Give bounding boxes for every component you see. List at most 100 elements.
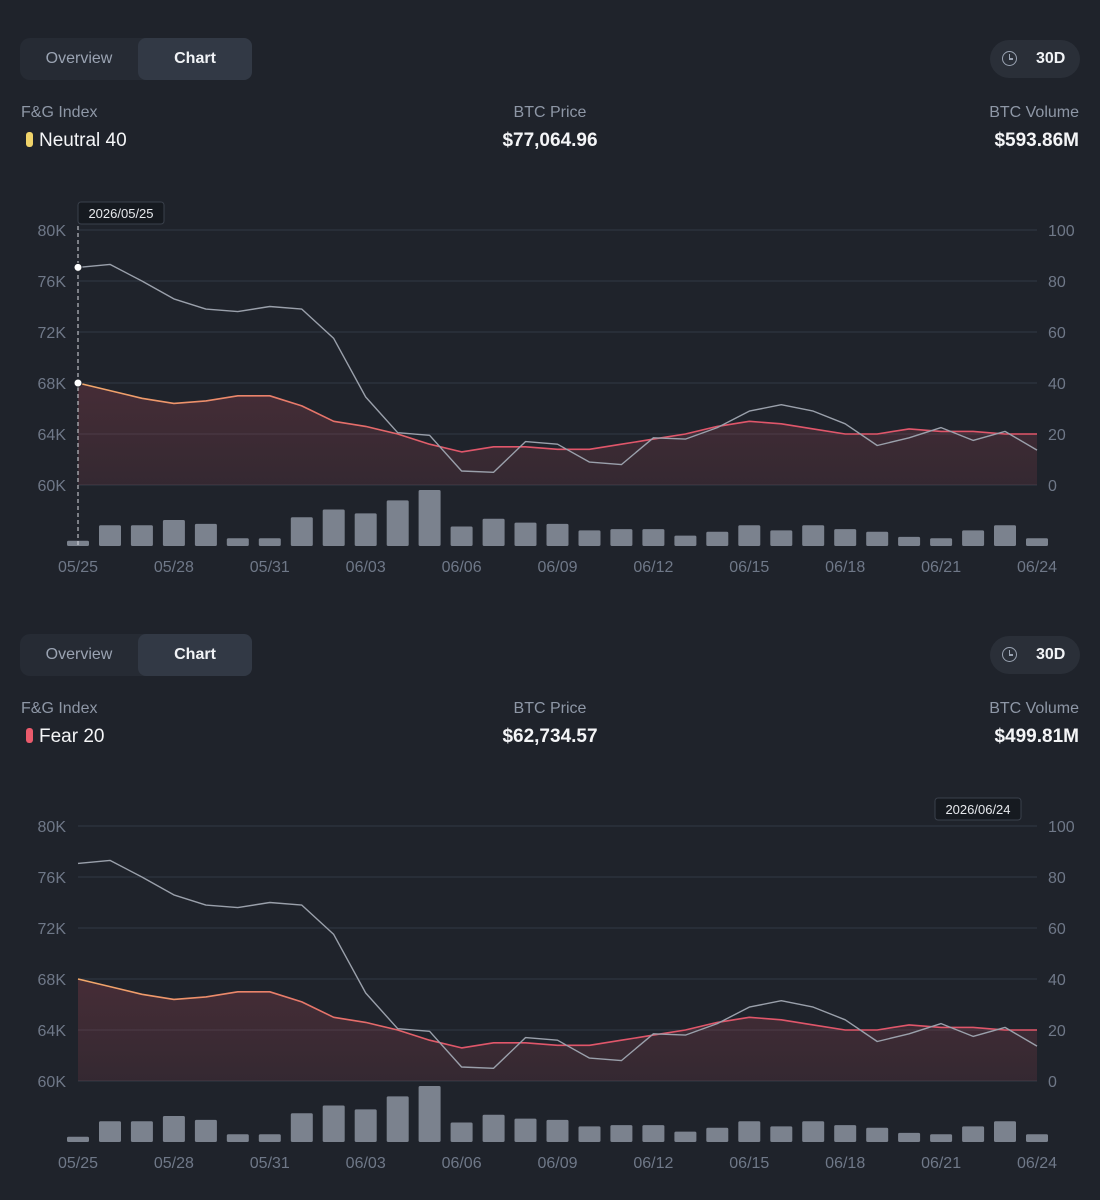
btc-price-line <box>77 263 1038 473</box>
volume-bar <box>674 535 697 546</box>
fg-index-label: F&G Index <box>21 700 98 717</box>
x-tick-label: 06/12 <box>633 1155 673 1172</box>
fg-index-area <box>78 979 1037 1081</box>
price-fg-chart[interactable]: 60K 64K 68K 72K 76K 80K 0 20 40 60 80 100 05/25 05/28… <box>0 596 1100 1192</box>
range-selector-button[interactable]: 30D <box>990 40 1080 78</box>
tab-chart[interactable]: Chart <box>138 38 252 80</box>
x-tick-label: 05/25 <box>58 1155 98 1172</box>
crosshair-price-marker <box>73 262 83 272</box>
volume-bar <box>194 1119 217 1142</box>
volume-bar <box>418 1086 441 1142</box>
y-left-tick-label: 60K <box>38 1074 67 1091</box>
y-left-tick-label: 72K <box>38 325 67 342</box>
y-right-tick-label: 80 <box>1048 870 1066 887</box>
volume-bar <box>834 1125 857 1142</box>
volume-bar <box>802 525 825 546</box>
volume-bar <box>1026 538 1048 546</box>
volume-bar <box>738 1121 761 1142</box>
range-label: 30D <box>1036 50 1066 67</box>
fg-index-value: Fear 20 <box>26 726 104 748</box>
volume-bar <box>802 1121 825 1142</box>
range-selector-button[interactable]: 30D <box>990 636 1080 674</box>
x-tick-label: 06/06 <box>442 559 482 576</box>
fg-index-line <box>77 382 1037 453</box>
btc-volume-label: BTC Volume <box>989 700 1079 717</box>
volume-bar <box>162 520 185 546</box>
clock-icon <box>1002 647 1017 662</box>
volume-bar <box>418 490 441 546</box>
volume-bar <box>834 529 857 546</box>
btc-volume-value: $499.81M <box>994 726 1079 747</box>
x-tick-label: 06/18 <box>825 1155 865 1172</box>
fg-index-value: Neutral 40 <box>26 130 127 152</box>
x-tick-label: 05/28 <box>154 559 194 576</box>
volume-bar <box>866 1127 889 1142</box>
volume-bar <box>674 1131 697 1142</box>
volume-bar <box>706 531 729 546</box>
x-tick-label: 05/28 <box>154 1155 194 1172</box>
volume-bar <box>770 1126 793 1142</box>
y-right-tick-label: 0 <box>1048 478 1057 495</box>
volume-bar <box>99 1121 121 1142</box>
btc-price-value: $62,734.57 <box>502 726 598 747</box>
x-tick-label: 06/09 <box>537 559 577 576</box>
volume-bar <box>162 1116 185 1142</box>
volume-bar <box>546 523 569 546</box>
y-left-tick-label: 60K <box>38 478 67 495</box>
fg-status-dot <box>26 728 33 743</box>
view-tabs: Overview Chart <box>20 634 252 676</box>
btc-volume-value: $593.86M <box>994 130 1079 151</box>
crosshair-fg-marker <box>73 378 83 388</box>
volume-bar <box>450 526 473 546</box>
volume-bar <box>130 525 153 546</box>
chart-panel-1: Overview Chart 30D F&G Index Neutral 40 … <box>0 0 1100 596</box>
tab-chart[interactable]: Chart <box>138 634 252 676</box>
volume-bar <box>610 1125 633 1142</box>
fg-index-text: Neutral 40 <box>39 130 127 151</box>
volume-bar <box>930 1134 953 1142</box>
y-right-tick-label: 20 <box>1048 1023 1066 1040</box>
x-tick-label: 06/03 <box>346 1155 386 1172</box>
x-tick-label: 06/03 <box>346 559 386 576</box>
price-fg-chart[interactable]: 60K 64K 68K 72K 76K 80K 0 20 40 60 80 100 05/25 05/28… <box>0 0 1100 596</box>
volume-bar <box>610 529 633 546</box>
tab-overview[interactable]: Overview <box>45 50 113 67</box>
volume-bar <box>994 525 1016 546</box>
volume-bar <box>514 1118 537 1142</box>
volume-bar <box>290 517 313 546</box>
volume-bar <box>482 1114 505 1142</box>
y-right-tick-label: 100 <box>1048 223 1075 240</box>
date-tooltip-box <box>77 201 165 225</box>
volume-bar <box>258 538 281 546</box>
clock-icon <box>1002 51 1017 66</box>
date-tooltip: 2026/05/25 <box>77 201 165 225</box>
volume-bar <box>99 525 121 546</box>
date-tooltip: 2026/06/24 <box>934 797 1022 821</box>
volume-bar <box>322 1105 345 1142</box>
range-label: 30D <box>1036 646 1066 663</box>
x-tick-label: 05/31 <box>250 1155 290 1172</box>
volume-bar <box>386 1096 409 1142</box>
volume-bar <box>130 1121 153 1142</box>
volume-bar <box>482 518 505 546</box>
y-right-tick-label: 20 <box>1048 427 1066 444</box>
volume-bar <box>962 1126 985 1142</box>
volume-bar <box>546 1119 569 1142</box>
x-tick-label: 06/15 <box>729 1155 769 1172</box>
btc-price-line <box>77 859 1038 1069</box>
volume-bar <box>642 529 665 546</box>
volume-bar <box>354 513 377 546</box>
view-tabs: Overview Chart <box>20 38 252 80</box>
volume-bar <box>354 1109 377 1142</box>
volume-bar <box>67 1136 89 1142</box>
y-right-tick-label: 60 <box>1048 921 1066 938</box>
x-tick-label: 06/18 <box>825 559 865 576</box>
date-tooltip-box <box>934 797 1022 821</box>
y-left-tick-label: 80K <box>38 223 67 240</box>
volume-bar <box>706 1127 729 1142</box>
volume-bar <box>578 1126 601 1142</box>
volume-bar <box>578 530 601 546</box>
tab-overview[interactable]: Overview <box>45 646 113 663</box>
y-left-tick-label: 64K <box>38 427 67 444</box>
btc-price-label: BTC Price <box>513 700 587 717</box>
